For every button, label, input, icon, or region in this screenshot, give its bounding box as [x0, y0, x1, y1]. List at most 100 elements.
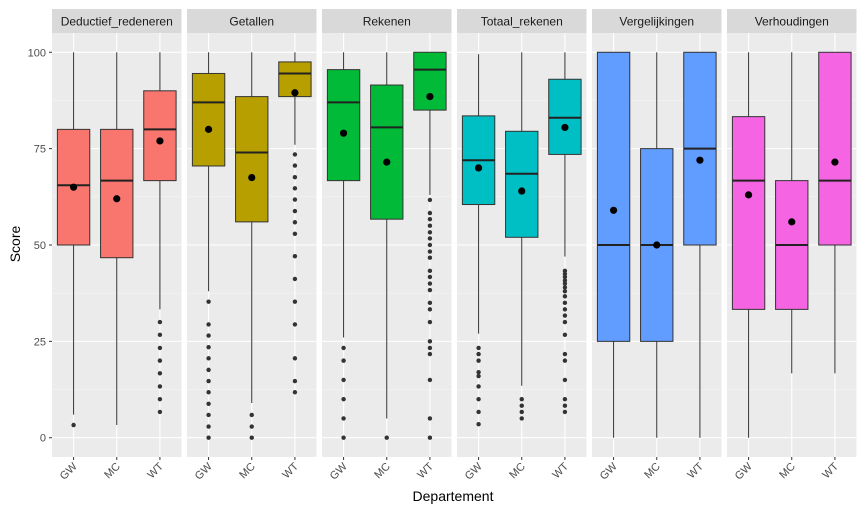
outlier-point [476, 422, 481, 427]
x-tick-label: WT [685, 460, 706, 481]
outlier-point [292, 253, 298, 259]
mean-point [518, 187, 526, 195]
y-tick-label: 0 [40, 433, 46, 445]
outlier-point [562, 396, 568, 402]
outlier-point [476, 396, 481, 402]
outlier-point [341, 377, 346, 383]
outlier-point [427, 197, 433, 203]
outlier-point [292, 220, 298, 225]
outlier-point [562, 278, 568, 283]
outlier-point [292, 299, 298, 304]
mean-point [609, 206, 618, 214]
outlier-point [292, 378, 298, 384]
box-mc [100, 52, 134, 426]
outlier-point [476, 384, 481, 389]
mean-point [831, 158, 839, 166]
outlier-point [427, 242, 433, 248]
outlier-point [427, 268, 433, 274]
outlier-point [427, 223, 433, 228]
outlier-point [427, 300, 433, 306]
outlier-point [206, 333, 211, 338]
outlier-point [562, 351, 568, 357]
facet-strip [187, 9, 317, 33]
mean-point [383, 158, 391, 166]
facet-panel-verhoudingen: Verhoudingen GW MC WT [727, 9, 857, 483]
outlier-point [427, 216, 433, 222]
box-wt [143, 52, 177, 415]
mean-point [788, 218, 796, 226]
outlier-point [562, 268, 568, 274]
box-mc [235, 52, 269, 440]
x-tick-label: GW [733, 460, 755, 482]
outlier-point [206, 299, 211, 304]
outlier-point [292, 186, 298, 191]
outlier-point [206, 401, 211, 407]
outlier-point [427, 319, 433, 325]
outlier-point [206, 390, 211, 395]
x-tick-label: MC [777, 461, 798, 482]
outlier-point [292, 322, 298, 327]
facet-panel-totaal-rekenen: Totaal_rekenen GW MC WT [457, 9, 587, 483]
box-iqr [100, 128, 134, 259]
y-tick-label: 75 [34, 144, 46, 156]
x-tick-label: MC [102, 461, 123, 482]
box-iqr [505, 130, 539, 238]
outlier-point [562, 307, 568, 312]
mean-point [204, 125, 213, 133]
box-mc [505, 52, 539, 421]
outlier-point [292, 152, 298, 157]
facet-panel-rekenen: Rekenen GW MC WT [322, 9, 452, 483]
outlier-point [341, 345, 346, 351]
outlier-point [476, 358, 481, 363]
outlier-point [427, 345, 433, 351]
box-iqr [235, 96, 269, 223]
outlier-point [562, 409, 568, 415]
outlier-point [562, 281, 568, 286]
outlier-point [427, 416, 433, 421]
y-tick-label: 25 [34, 336, 46, 348]
outlier-point [157, 332, 163, 338]
facet-strip-label: Getallen [229, 15, 274, 29]
mean-point [339, 129, 348, 137]
outlier-point [157, 319, 163, 325]
facet-strip-label: Deductief_redeneren [61, 15, 173, 29]
x-tick-label: GW [328, 460, 350, 482]
box-iqr [370, 84, 404, 220]
x-tick-label: MC [237, 461, 258, 482]
box-mc [370, 52, 404, 440]
outlier-point [206, 367, 211, 373]
outlier-point [384, 435, 389, 440]
outlier-point [157, 384, 163, 389]
outlier-point [427, 236, 433, 241]
box-gw [596, 51, 631, 438]
facet-strip-label: Verhoudingen [755, 15, 829, 29]
facet-strip-label: Totaal_rekenen [481, 15, 563, 29]
box-iqr [818, 51, 852, 246]
outlier-point [519, 396, 524, 402]
facet-panel-deductief-redeneren: Deductief_redeneren GW MC WT [52, 9, 182, 483]
outlier-point [206, 378, 211, 384]
y-axis: 0 25 50 75 100 [28, 47, 52, 445]
facet-strip [457, 9, 587, 33]
outlier-point [476, 345, 481, 351]
box-iqr [413, 51, 447, 111]
outlier-point [427, 307, 433, 312]
box-iqr [326, 69, 361, 182]
outlier-point [249, 435, 254, 440]
box-mc [640, 52, 674, 438]
mean-point [69, 183, 78, 191]
box-gw [731, 52, 766, 438]
box-gw [191, 52, 226, 440]
outlier-point [427, 435, 433, 440]
outlier-point [427, 339, 433, 344]
outlier-point [427, 377, 433, 383]
outlier-point [562, 300, 568, 306]
box-wt [818, 51, 852, 374]
box-wt [278, 52, 312, 395]
outlier-point [341, 358, 346, 363]
mean-point [653, 241, 661, 249]
outlier-point [292, 276, 298, 282]
outlier-point [157, 371, 163, 376]
outlier-point [427, 210, 433, 216]
outlier-point [427, 274, 433, 280]
